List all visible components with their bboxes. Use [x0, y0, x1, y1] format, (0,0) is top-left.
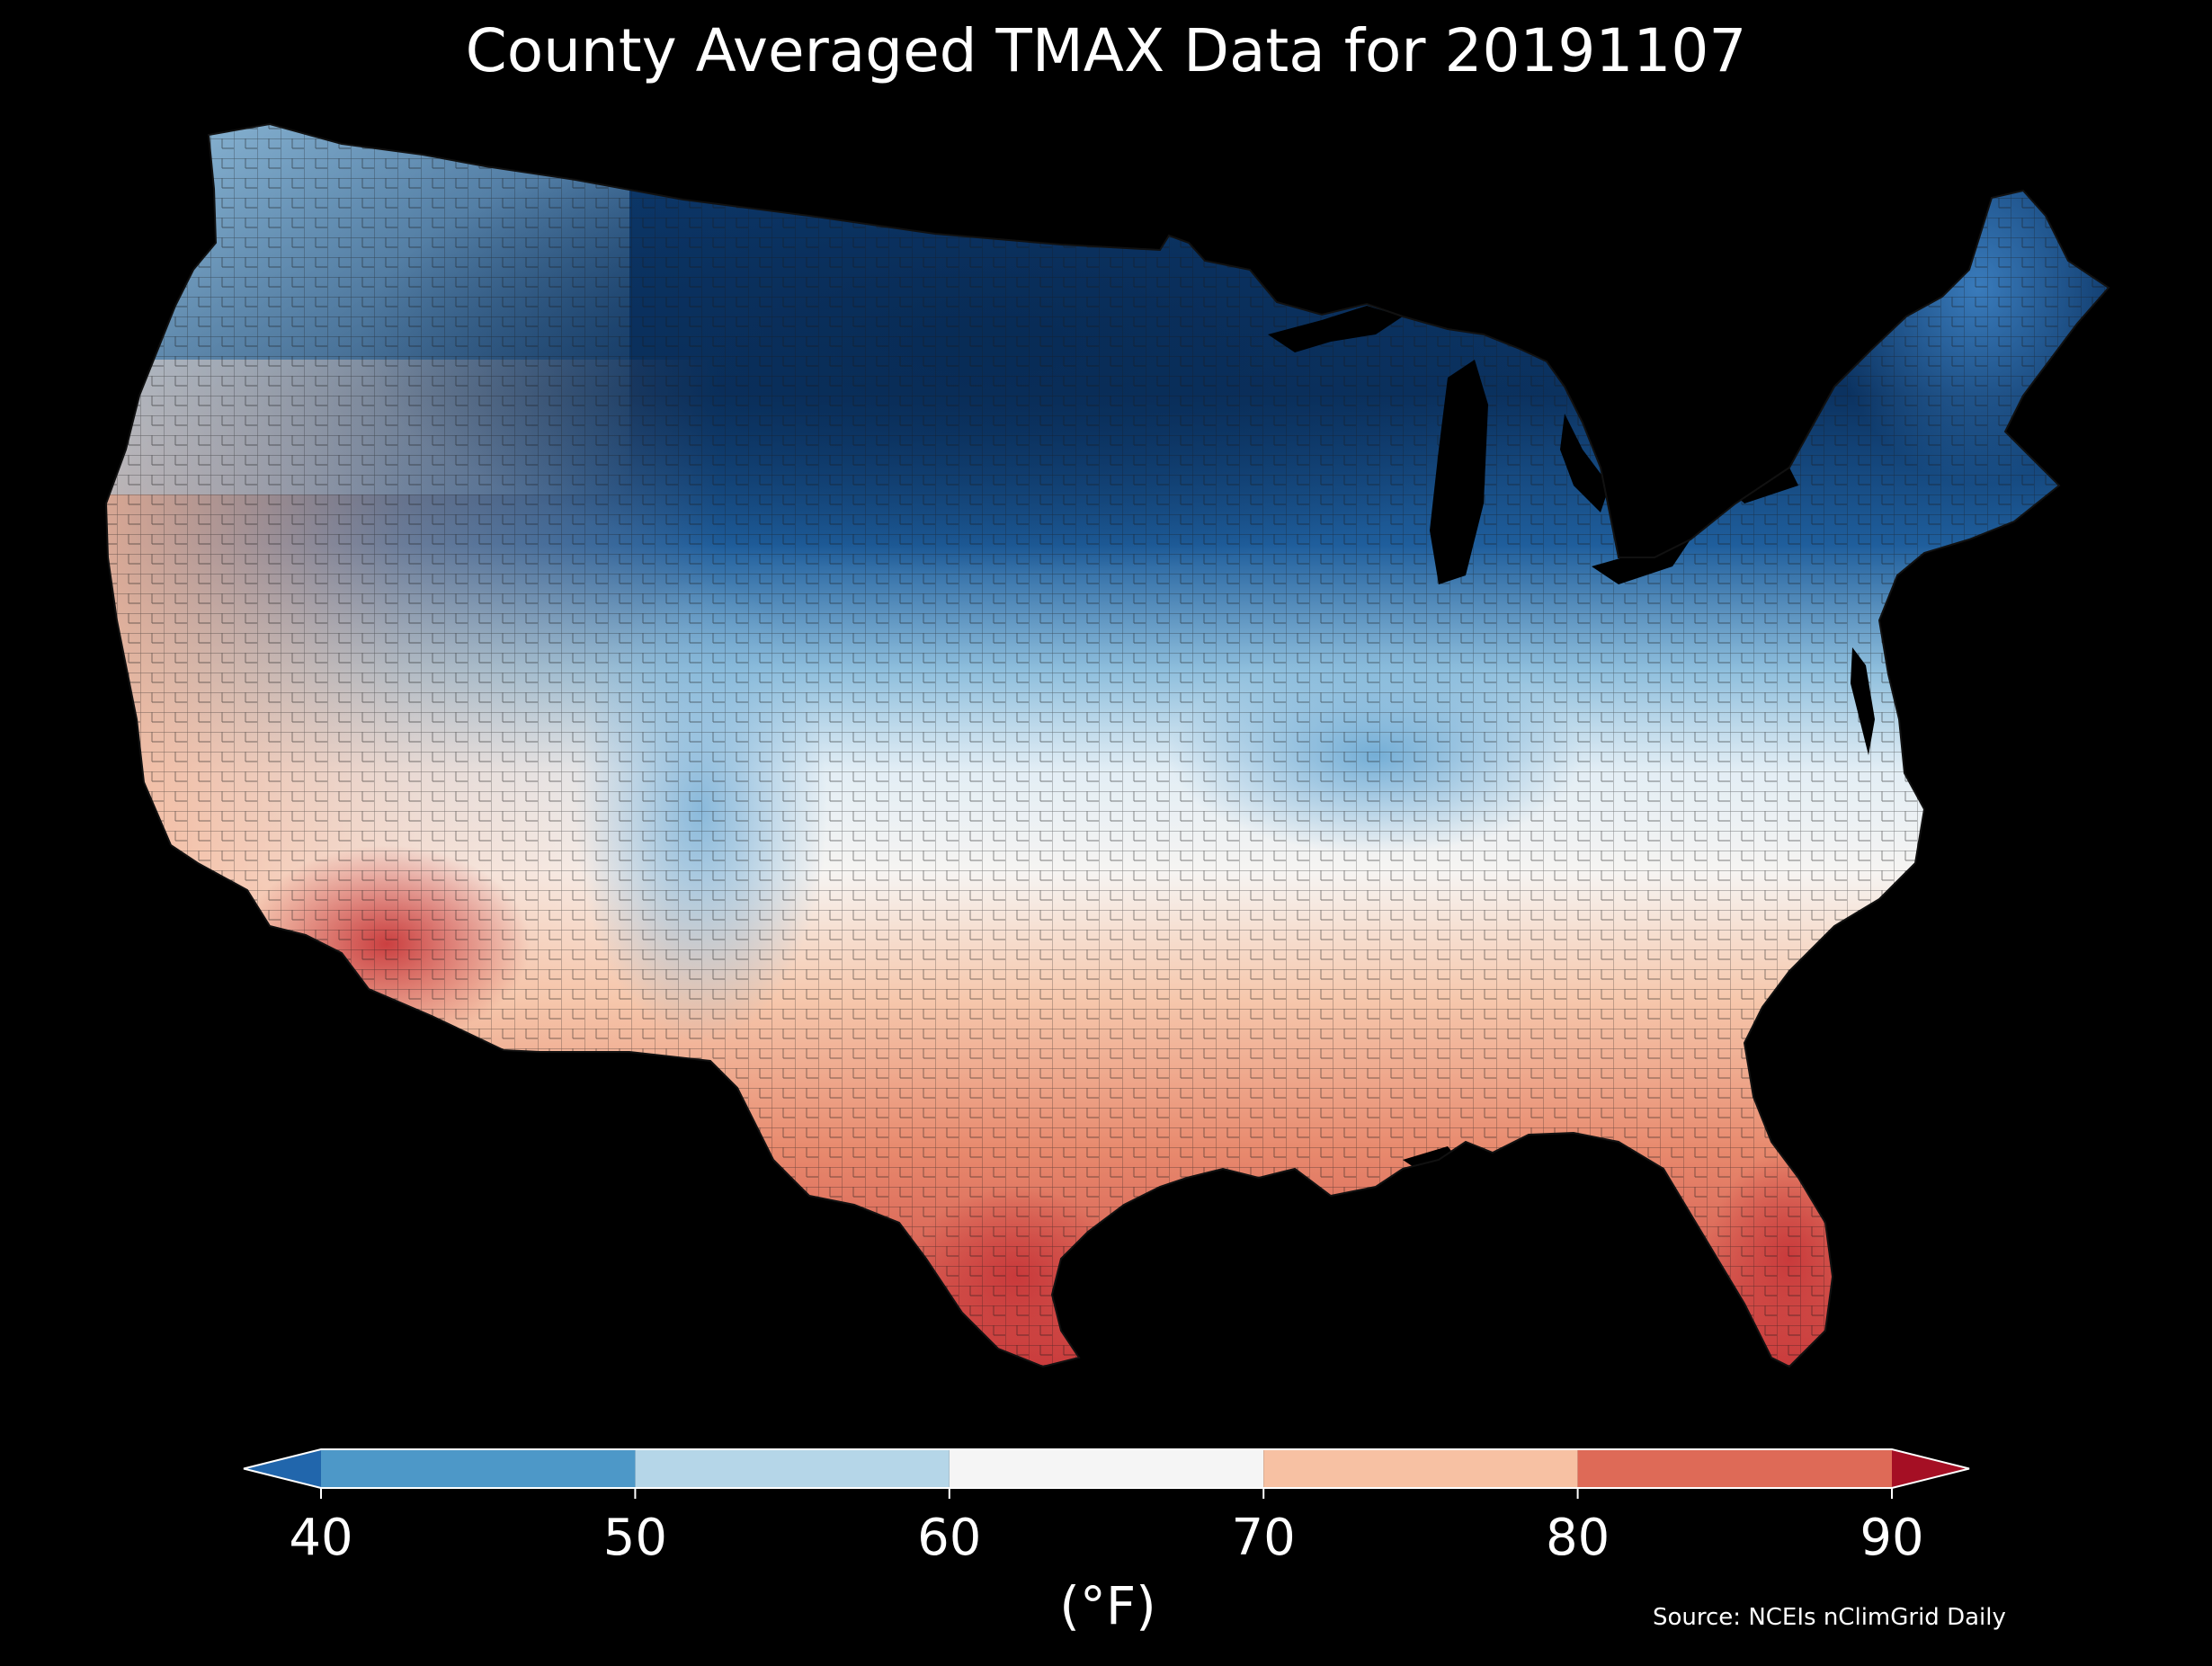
colorbar-bin — [1263, 1449, 1578, 1488]
colorbar-tick-label: 60 — [917, 1509, 982, 1567]
colorbar-bin — [1577, 1449, 1892, 1488]
colorbar-units-label: (°F) — [1059, 1575, 1156, 1636]
colorbar-tick-label: 80 — [1545, 1509, 1610, 1567]
colorbar-tick-label: 50 — [602, 1509, 668, 1567]
source-credit: Source: NCEIs nClimGrid Daily — [1653, 1604, 2006, 1631]
coastal-water — [1403, 647, 1875, 1178]
colorbar-bin — [321, 1449, 636, 1488]
colorbar-tick-label: 70 — [1231, 1509, 1296, 1567]
colorbar-bin — [635, 1449, 950, 1488]
colorbar-tick-label: 40 — [289, 1509, 353, 1567]
colorbar-bin — [949, 1449, 1264, 1488]
colorbar-extend-low — [244, 1449, 321, 1488]
map-title: County Averaged TMAX Data for 20191107 — [465, 16, 1747, 85]
colorbar-extend-high — [1892, 1449, 1969, 1488]
colorbar-tick-label: 90 — [1860, 1509, 1924, 1567]
great-lakes — [1268, 306, 1798, 584]
